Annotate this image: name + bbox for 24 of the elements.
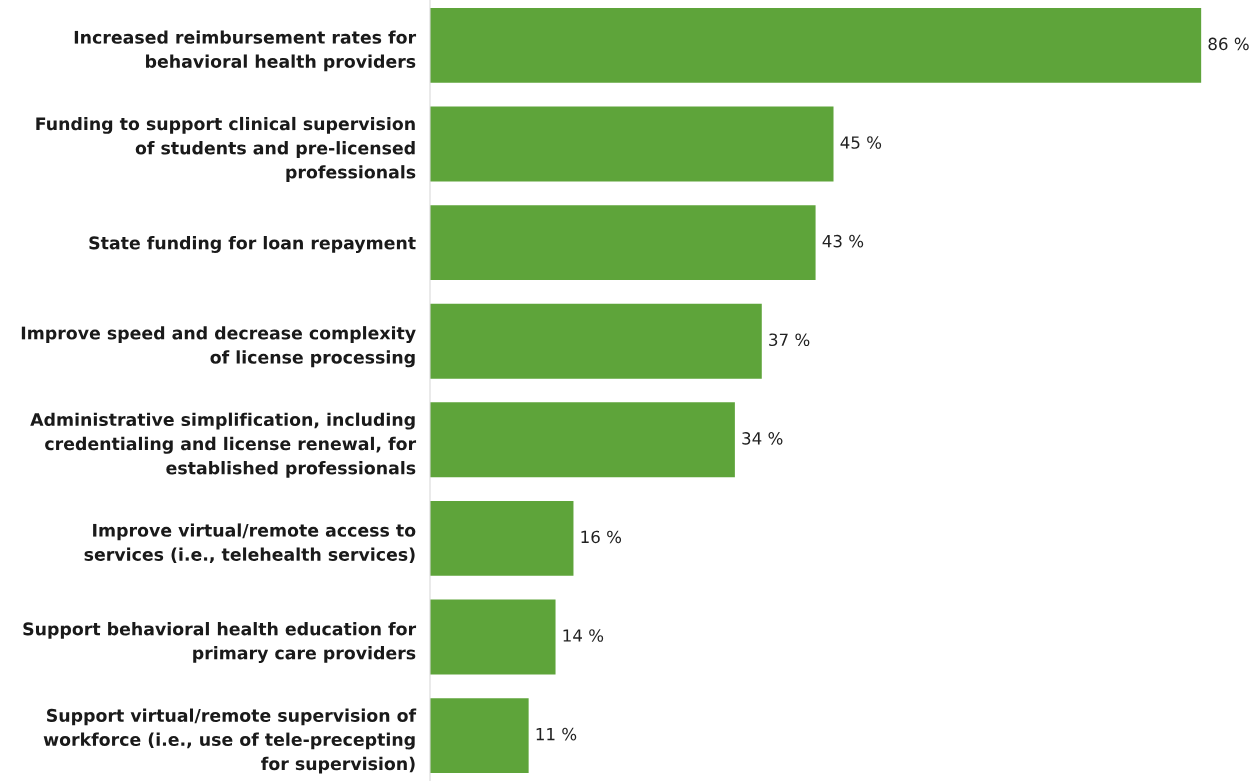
data-label: 43 % xyxy=(822,234,864,248)
data-label: 11 % xyxy=(536,727,577,741)
y-tick-label: Improve speed and decrease complexity of license processing xyxy=(21,326,416,368)
y-tick-label: Administrative simplification, including credentialing and license renewal, for established professionals xyxy=(30,412,417,478)
y-tick-label: Increased reimbursement rates for behavioral health providers xyxy=(74,30,417,72)
y-tick-label: Improve virtual/remote access to services (i.e., telehealth services) xyxy=(84,523,416,564)
bar xyxy=(430,7,1202,83)
bar xyxy=(430,205,816,281)
data-label: 16 % xyxy=(581,530,622,544)
data-label: 37 % xyxy=(769,333,810,347)
bar xyxy=(430,303,762,379)
y-tick-label: Funding to support clinical supervision of students and pre-licensed professionals xyxy=(36,116,416,182)
data-label: 45 % xyxy=(840,136,882,149)
bar xyxy=(430,698,529,774)
data-label: 14 % xyxy=(563,629,604,642)
y-tick-label: Support virtual/remote supervision of workforce (i.e., use of tele-precepting for supervision) xyxy=(43,708,417,774)
bar xyxy=(430,106,834,182)
bar xyxy=(430,500,574,576)
data-label: 86 % xyxy=(1208,37,1249,51)
bar xyxy=(430,402,735,478)
bar xyxy=(430,599,556,675)
data-label: 34 % xyxy=(742,432,783,445)
y-tick-label: State funding for loan repayment xyxy=(89,236,416,253)
y-tick-label: Support behavioral health education for primary care providers xyxy=(23,622,417,663)
